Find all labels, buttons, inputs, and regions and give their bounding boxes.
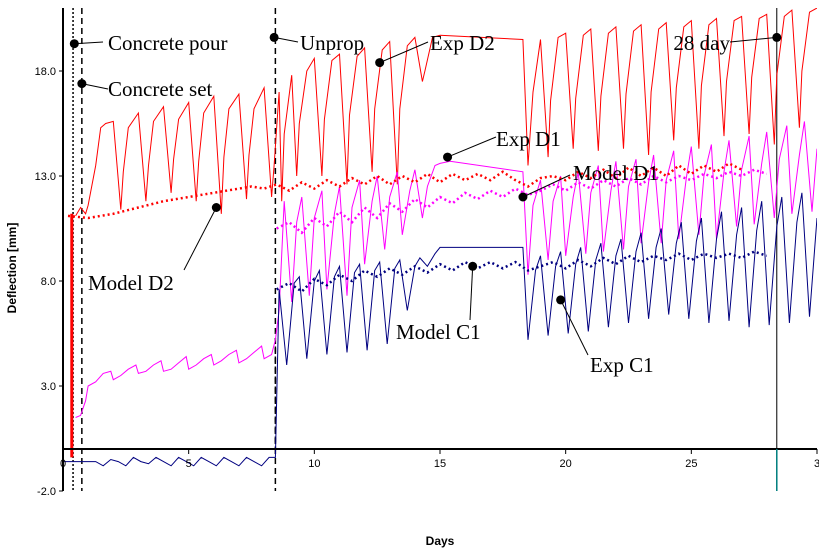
annotation-label-model-c1: Model C1 — [396, 320, 481, 344]
y-tick-label-0: -2.0 — [37, 486, 56, 498]
x-tick-label-20: 20 — [560, 458, 572, 470]
x-tick-label-15: 15 — [434, 458, 446, 470]
annotation-label-unprop: Unprop — [300, 31, 364, 55]
model-d2-initial-lines — [63, 213, 276, 458]
annotation-label-model-d2: Model D2 — [88, 271, 174, 295]
annotation-leader-exp-c1 — [560, 299, 589, 356]
annotation-label-model-d1: Model D1 — [573, 161, 659, 185]
unprop-box-line — [81, 344, 277, 450]
annotation-marker-model-d1 — [518, 192, 528, 202]
series-c1 — [63, 192, 817, 467]
annotation-label-concrete-set: Concrete set — [108, 77, 213, 101]
annotation-leader-exp-d2 — [379, 41, 429, 64]
annotation-marker-28-day — [772, 32, 782, 42]
series-d1 — [75, 121, 817, 418]
annotation-marker-exp-d1 — [443, 152, 453, 162]
annotation-marker-concrete-set — [77, 79, 87, 89]
annotation-marker-concrete-pour — [69, 39, 79, 49]
annotation-marker-unprop — [269, 32, 279, 42]
annotation-label-exp-d1: Exp D1 — [496, 127, 561, 151]
annotation-leader-28-day — [729, 36, 777, 43]
annotation-label-concrete-pour: Concrete pour — [108, 31, 228, 55]
annotation-leader-model-c1 — [469, 266, 474, 321]
x-tick-label-25: 25 — [685, 458, 697, 470]
annotation-marker-exp-d2 — [375, 58, 385, 68]
y-tick-label-4: 18.0 — [35, 66, 56, 78]
annotation-label-exp-c1: Exp C1 — [590, 353, 654, 377]
y-tick-label-1: 3.0 — [41, 381, 56, 393]
series-d2 — [75, 8, 817, 217]
y-axis-title: Deflection [mm] — [5, 223, 19, 314]
annotation-leader-model-d2 — [183, 207, 217, 271]
y-tick-label-3: 13.0 — [35, 171, 56, 183]
x-tick-label-10: 10 — [308, 458, 320, 470]
series-model-d1 — [276, 168, 768, 235]
annotation-marker-exp-c1 — [556, 295, 566, 305]
x-tick-label-0: 0 — [60, 458, 66, 470]
annotation-leader-exp-d1 — [447, 136, 497, 158]
y-tick-label-2: 8.0 — [41, 276, 56, 288]
annotation-label-28-day: 28 day — [673, 31, 730, 55]
tick-labels: 0 5 10 15 20 25 3 -2.0 3.0 8.0 13.0 18.0 — [35, 66, 819, 498]
annotation-marker-model-d2 — [211, 203, 221, 212]
x-tick-label-30: 3 — [814, 458, 819, 470]
annotation-marker-model-c1 — [468, 261, 478, 271]
annotation-leader-concrete-pour — [74, 41, 104, 45]
series-lines — [63, 8, 817, 467]
series-model-d2 — [67, 161, 743, 220]
x-axis-title: Days — [426, 534, 455, 548]
x-tick-label-5: 5 — [186, 458, 192, 470]
annotation-label-exp-d2: Exp D2 — [430, 31, 495, 55]
annotations: Concrete pour Concrete set Unprop Exp D2 Exp… — [69, 31, 782, 377]
annotation-leader-model-d1 — [522, 174, 571, 198]
